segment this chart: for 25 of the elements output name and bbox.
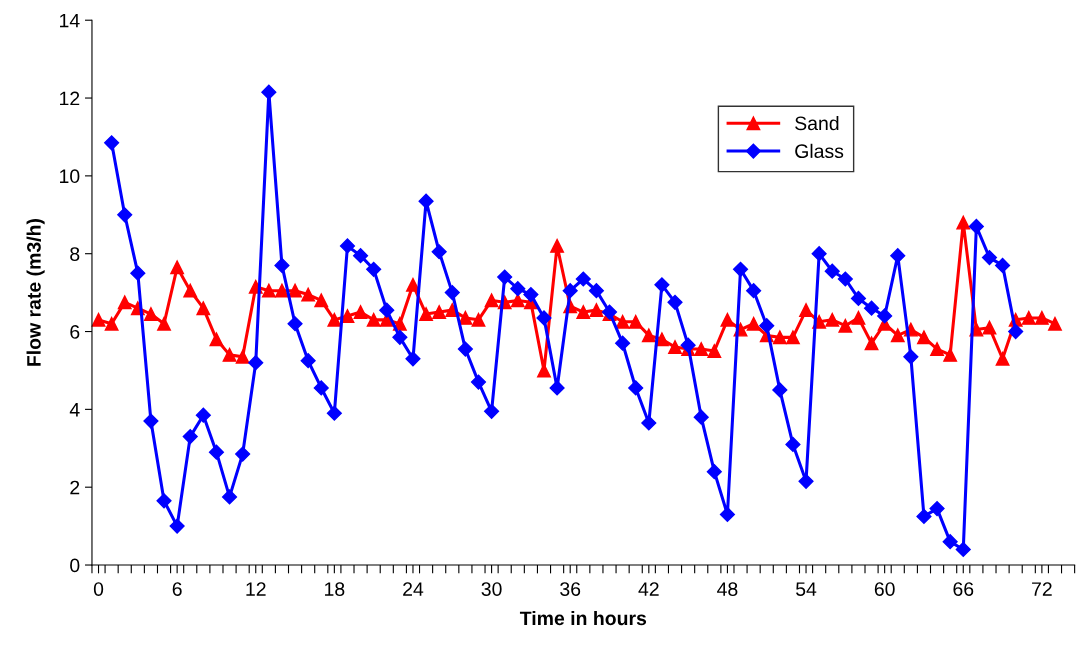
- y-axis-title: Flow rate (m3/h): [26, 219, 45, 366]
- x-tick-label: 66: [953, 582, 974, 596]
- x-tick-label: 30: [481, 582, 502, 596]
- legend-label: Sand: [795, 115, 839, 131]
- y-tick-label: 8: [70, 247, 80, 261]
- legend-label: Glass: [795, 143, 844, 159]
- x-tick-label: 60: [874, 582, 895, 596]
- x-tick-label: 18: [325, 582, 345, 596]
- y-tick-label: 0: [70, 558, 80, 573]
- y-tick-label: 2: [70, 480, 80, 495]
- x-axis-title: Time in hours: [519, 610, 647, 626]
- x-tick-label: 0: [93, 582, 104, 596]
- y-tick-label: 6: [70, 325, 80, 339]
- y-tick-label: 14: [60, 13, 80, 28]
- x-tick-label: 6: [172, 582, 182, 596]
- y-tick-label: 4: [69, 403, 80, 417]
- x-tick-label: 48: [717, 582, 738, 596]
- x-tick-label: 24: [403, 582, 424, 596]
- y-tick-label: 12: [60, 91, 80, 106]
- x-tick-label: 12: [246, 582, 266, 596]
- x-tick-label: 72: [1032, 582, 1052, 596]
- y-tick-label: 10: [60, 169, 80, 184]
- x-tick-label: 54: [796, 582, 817, 596]
- x-tick-label: 42: [638, 582, 659, 596]
- x-tick-label: 36: [560, 582, 581, 596]
